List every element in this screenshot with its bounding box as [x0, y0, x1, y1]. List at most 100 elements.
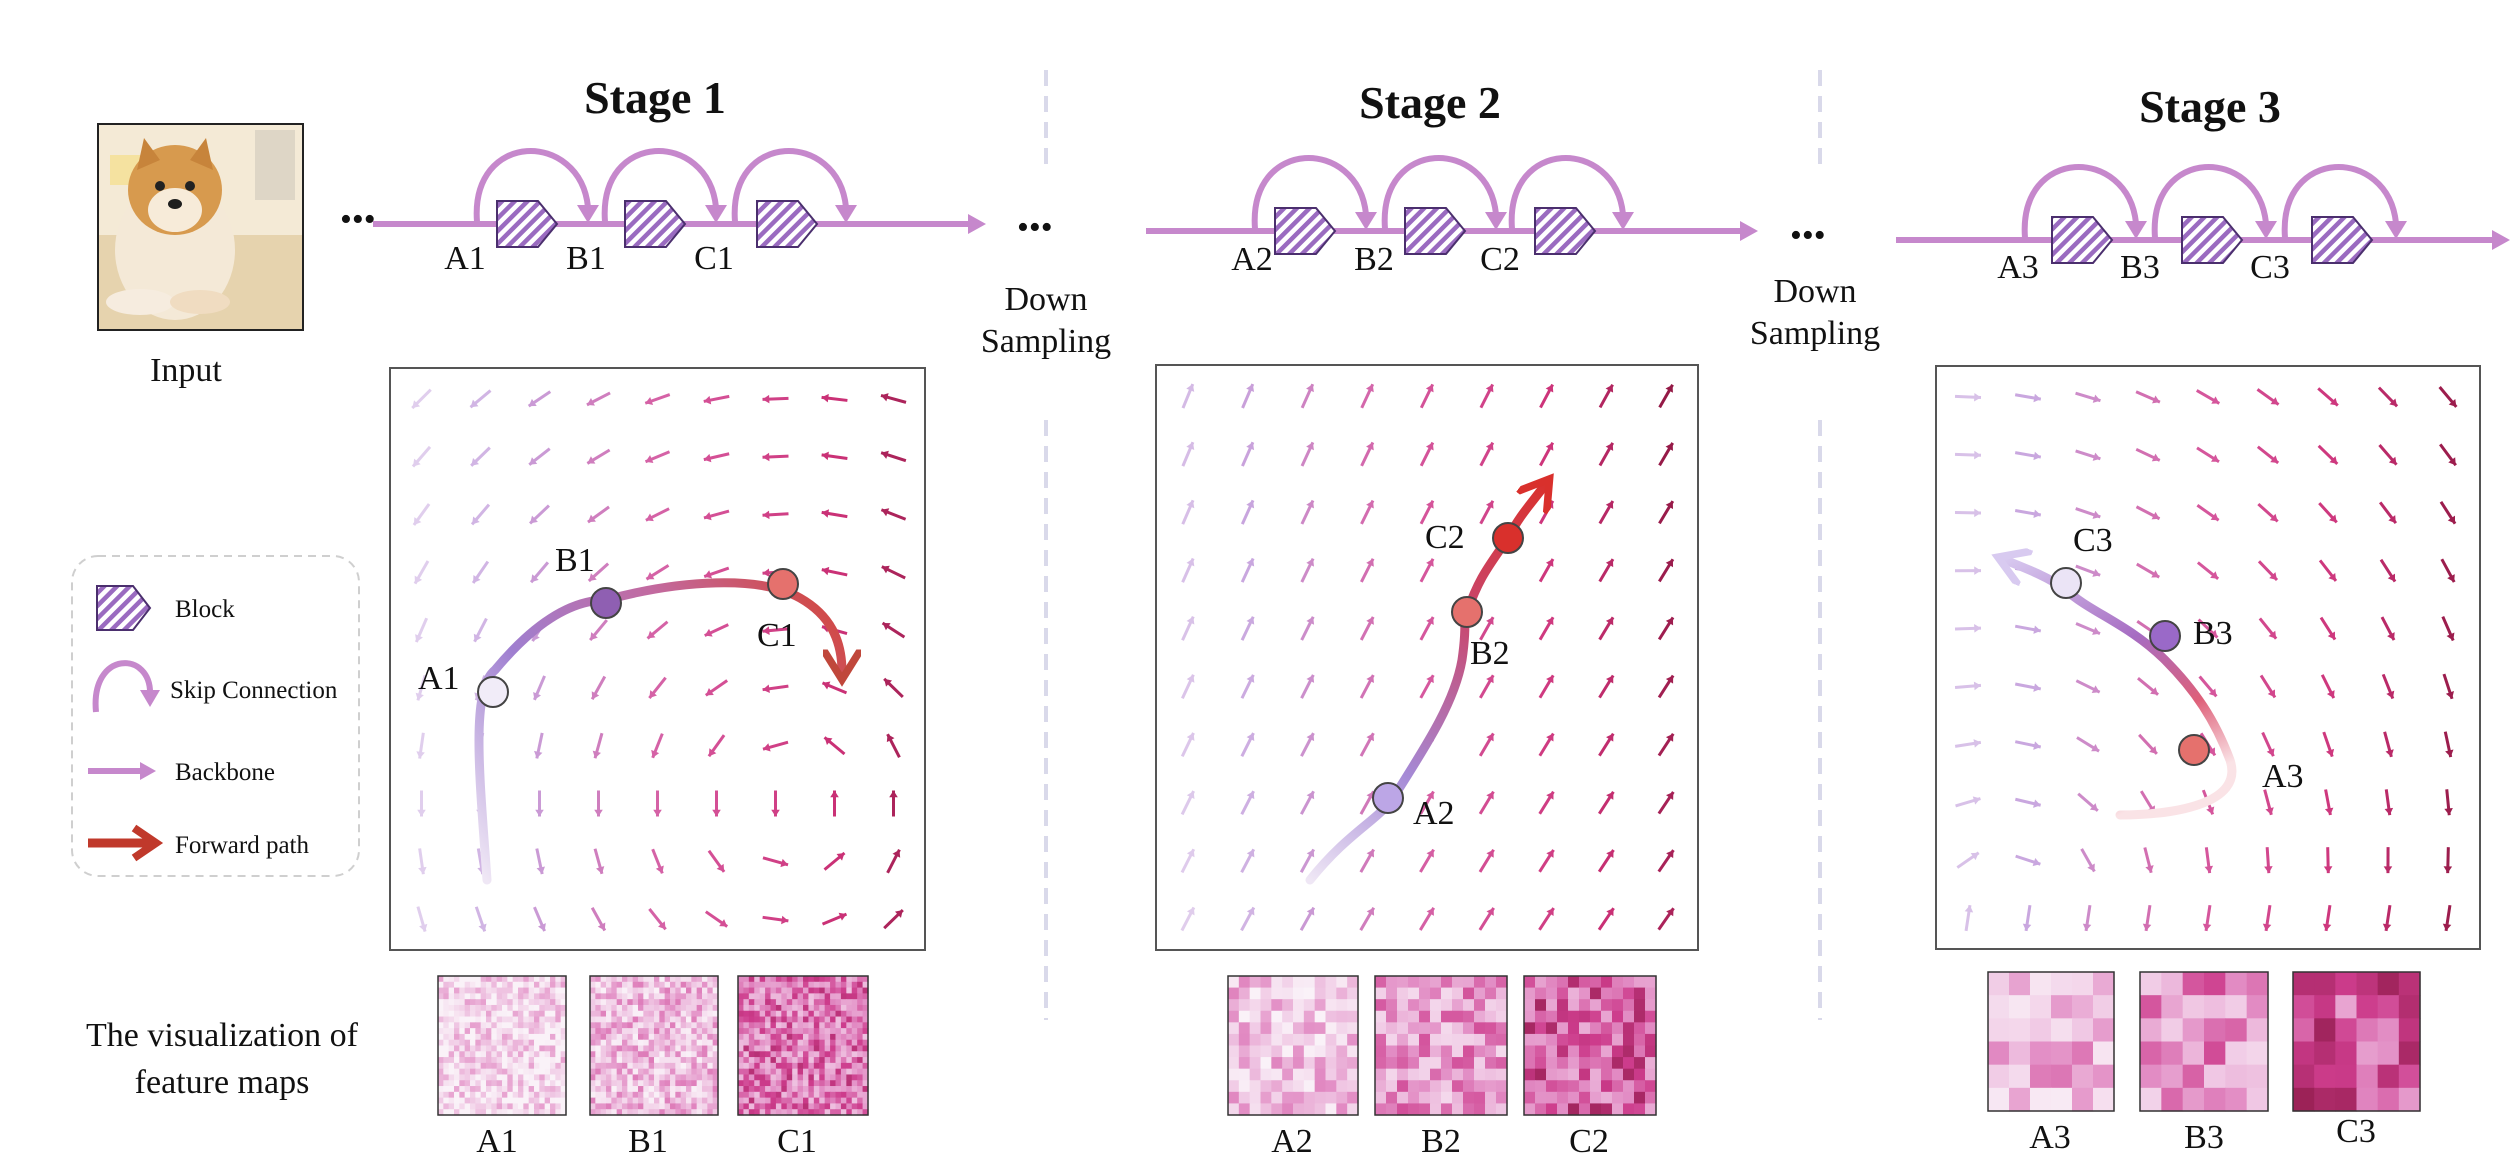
feature-map-cell	[459, 1109, 466, 1116]
vector-arrowhead	[1306, 849, 1315, 858]
feature-map-cell	[696, 999, 703, 1006]
block-icon	[496, 200, 559, 248]
feature-map-cell	[550, 1097, 556, 1105]
feature-map-cell	[738, 1010, 745, 1018]
feature-map-cell	[707, 1109, 714, 1116]
feature-map-cell	[1546, 1022, 1558, 1035]
feature-map-cell	[775, 1097, 782, 1105]
feature-map-cell	[438, 981, 444, 989]
feature-map-cell	[2225, 1064, 2248, 1089]
feature-map-cell	[606, 1004, 612, 1012]
feature-map-cell	[1452, 1022, 1464, 1035]
feature-map-cell	[1612, 1080, 1624, 1093]
feature-map-cell	[707, 1010, 714, 1018]
feature-map-cell	[560, 1045, 567, 1052]
feature-map-cell	[1441, 987, 1453, 1000]
feature-map-cell	[2009, 995, 2031, 1019]
feature-map-cell	[1386, 1022, 1398, 1035]
feature-map-cell	[792, 1074, 799, 1081]
vector-arrowhead	[1665, 617, 1674, 626]
feature-map-cell	[643, 1051, 650, 1058]
feature-map-cell	[803, 1068, 810, 1076]
feature-map-cell	[539, 1080, 546, 1087]
feature-map-cell	[754, 987, 761, 994]
feature-map-cell	[1336, 1033, 1348, 1047]
vector-arrowhead	[1964, 905, 1974, 913]
feature-map-cell	[1228, 1068, 1240, 1081]
feature-map-cell	[1397, 1045, 1409, 1058]
feature-map-cell	[797, 1057, 804, 1064]
feature-map-cell	[759, 1045, 766, 1052]
feature-map-cell	[675, 1010, 682, 1018]
feature-map-cell	[691, 1068, 698, 1076]
feature-map-cell	[696, 1010, 703, 1018]
ellipsis-2: •••	[1017, 209, 1053, 246]
legend-backbone-label: Backbone	[175, 759, 275, 786]
vector-arrowhead	[2033, 393, 2041, 403]
feature-map-cell	[443, 1022, 450, 1029]
feature-map-cell	[480, 1074, 487, 1081]
feature-map-cell	[775, 1086, 782, 1093]
feature-map-cell	[459, 1045, 466, 1052]
feature-map-cell	[1524, 1057, 1536, 1070]
feature-map-cell	[502, 1010, 508, 1018]
feature-map-cell	[1303, 1010, 1316, 1023]
stage-3-title: Stage 3	[2139, 81, 2281, 132]
feature-map-cell	[1430, 1103, 1442, 1116]
vector-arrowhead	[2092, 568, 2101, 577]
feature-map-frame	[437, 975, 567, 1116]
feature-map-cell	[648, 1016, 655, 1023]
vector-arrowhead	[2145, 865, 2154, 873]
feature-map-cell	[544, 1051, 551, 1058]
feature-map-cell	[862, 1091, 869, 1099]
feature-map-cell	[600, 987, 607, 994]
feature-map-cell	[534, 1074, 540, 1081]
feature-map-cell	[862, 1039, 869, 1047]
feature-map-cell	[1441, 1010, 1453, 1023]
feature-map-cell	[590, 1010, 596, 1018]
vector-arrowhead	[892, 849, 901, 858]
feature-map-cell	[659, 981, 666, 989]
feature-map-cell	[765, 1039, 772, 1047]
feature-map-cell	[600, 976, 607, 983]
feature-map-cell	[518, 1068, 524, 1076]
feature-map-cell	[702, 1028, 708, 1035]
feature-map-cell	[496, 1045, 503, 1052]
feature-map-cell	[792, 1028, 799, 1035]
feature-map-cell	[781, 1080, 788, 1087]
feature-map-cell	[486, 1051, 492, 1058]
feature-map-cell	[781, 1022, 788, 1029]
feature-map-cell	[1408, 1045, 1420, 1058]
vector-arrowhead	[1246, 733, 1255, 741]
feature-map-cell	[486, 1086, 492, 1093]
feature-map-cell	[696, 1022, 703, 1029]
vector-arrowhead	[1485, 442, 1494, 451]
feature-map-cell	[496, 1016, 503, 1023]
feature-map-cell	[686, 1103, 692, 1110]
feature-map-cell	[454, 1068, 460, 1076]
vector-arrowhead	[596, 866, 605, 874]
feature-map-cell	[491, 976, 498, 983]
feature-map-cell	[523, 1039, 530, 1047]
feature-map-cell	[454, 1057, 460, 1064]
feature-map-cell	[846, 981, 853, 989]
map-label-a3: A3	[2029, 1119, 2071, 1156]
map-label-b1: B1	[628, 1123, 668, 1160]
feature-map-cell	[754, 1091, 761, 1099]
feature-map-cell	[464, 1045, 471, 1052]
feature-map-cell	[670, 999, 676, 1006]
feature-map-cell	[664, 1004, 671, 1012]
feature-map-cell	[797, 1033, 804, 1041]
feature-map-cell	[738, 1074, 745, 1081]
feature-map-cell	[611, 1004, 618, 1012]
feature-map-thumbnails	[437, 971, 2421, 1116]
feature-map-cell	[464, 1028, 471, 1035]
feature-map-cell	[528, 1039, 535, 1047]
feature-map-cell	[743, 1091, 750, 1099]
vector-arrowhead	[1306, 907, 1315, 916]
feature-map-cell	[454, 993, 460, 1000]
feature-map-cell	[691, 1028, 698, 1035]
feature-map-cell	[496, 1109, 503, 1116]
stage-2-point-b-label: B2	[1470, 635, 1510, 672]
feature-map-cell	[523, 1045, 530, 1052]
